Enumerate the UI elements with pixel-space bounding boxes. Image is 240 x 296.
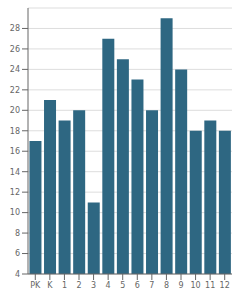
- svg-text:14: 14: [10, 168, 20, 177]
- svg-text:18: 18: [10, 127, 20, 136]
- svg-text:8: 8: [164, 281, 169, 290]
- svg-text:10: 10: [190, 281, 200, 290]
- svg-text:26: 26: [10, 45, 20, 54]
- svg-text:2: 2: [76, 281, 81, 290]
- svg-text:11: 11: [205, 281, 215, 290]
- svg-text:3: 3: [91, 281, 96, 290]
- svg-text:9: 9: [178, 281, 183, 290]
- svg-text:1: 1: [62, 281, 67, 290]
- svg-text:5: 5: [120, 281, 125, 290]
- svg-text:16: 16: [10, 147, 20, 156]
- svg-text:4: 4: [15, 270, 20, 279]
- svg-text:PK: PK: [30, 281, 41, 290]
- svg-text:6: 6: [15, 249, 20, 258]
- svg-text:28: 28: [10, 24, 20, 33]
- svg-text:K: K: [47, 281, 53, 290]
- svg-text:4: 4: [106, 281, 111, 290]
- svg-text:8: 8: [15, 229, 20, 238]
- svg-text:20: 20: [10, 106, 20, 115]
- svg-text:10: 10: [10, 208, 20, 217]
- svg-text:24: 24: [10, 65, 20, 74]
- svg-text:22: 22: [10, 86, 20, 95]
- svg-text:12: 12: [220, 281, 230, 290]
- svg-text:6: 6: [135, 281, 140, 290]
- svg-text:12: 12: [10, 188, 20, 197]
- svg-text:7: 7: [149, 281, 154, 290]
